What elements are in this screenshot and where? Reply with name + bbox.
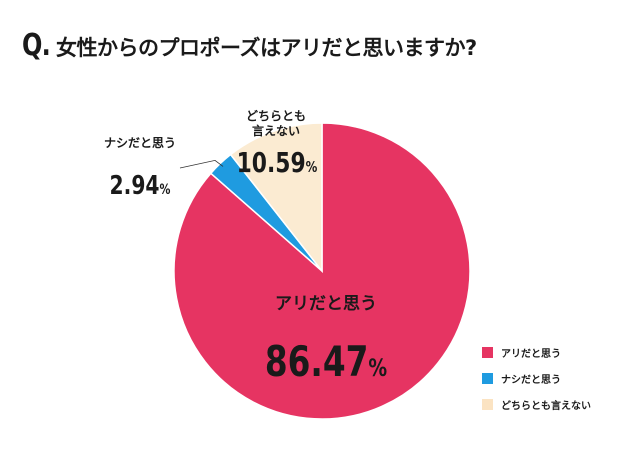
question-text: 女性からのプロポーズはアリだと思いますか?	[56, 36, 477, 60]
leader-lines	[179, 159, 224, 169]
legend-label: ナシだと思う	[501, 374, 561, 386]
slice-category-label: ナシだと思う	[104, 136, 176, 150]
legend-swatch	[482, 372, 493, 384]
legend-label: どちらとも言えない	[501, 400, 591, 412]
slice-category-label: どちらとも	[246, 109, 306, 123]
slice-label-1: アリだと思う 86.47%	[265, 294, 387, 386]
pie-slices	[173, 122, 471, 420]
legend-item: アリだと思う	[482, 344, 632, 360]
slice-category-label: 言えない	[252, 123, 300, 138]
slice-category-label: アリだと思う	[275, 294, 377, 314]
question-mark-label: Q.	[22, 28, 51, 63]
slice-labels: アリだと思う 86.47% ナシだと思う 2.94% どちらとも言えない 10.59%	[104, 109, 387, 386]
legend-label: アリだと思う	[501, 348, 561, 360]
legend-item: どちらとも言えない	[482, 396, 632, 412]
slice-value-label: 86.47%	[265, 337, 387, 386]
legend-item: ナシだと思う	[482, 370, 632, 386]
slice-value-label: 10.59%	[237, 146, 318, 178]
leader-line	[179, 159, 224, 169]
legend: アリだと思う ナシだと思うどちらとも言えない	[482, 344, 632, 422]
pie-slice-3	[229, 122, 323, 274]
slice-label-2: ナシだと思う 2.94%	[104, 136, 176, 201]
legend-swatch	[482, 398, 493, 410]
legend-swatch	[482, 346, 493, 358]
chart-title: Q. 女性からのプロポーズはアリだと思いますか?	[22, 28, 477, 68]
slice-value-label: 2.94%	[110, 171, 171, 201]
slice-label-3: どちらとも言えない 10.59%	[237, 109, 318, 179]
